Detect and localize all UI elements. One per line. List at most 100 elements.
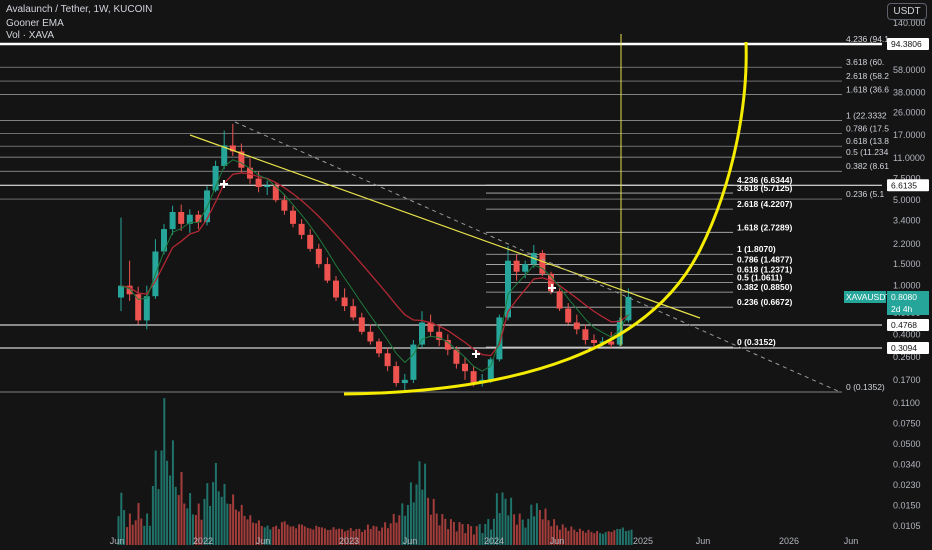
volume-bar bbox=[332, 527, 335, 545]
candles bbox=[118, 123, 632, 393]
volume-bar bbox=[183, 503, 186, 545]
symbol-tag bbox=[844, 290, 886, 303]
fib-large-label: 3.618 (60. bbox=[846, 57, 884, 67]
y-axis-label: 58.0000 bbox=[893, 65, 926, 75]
volume-bar bbox=[467, 524, 470, 545]
volume-bar bbox=[169, 475, 172, 545]
candle-body bbox=[281, 200, 288, 211]
volume-bar bbox=[461, 524, 464, 545]
volume-bar bbox=[498, 513, 501, 545]
fib-large-label: 0.786 (17.5 bbox=[846, 124, 889, 134]
fib-large-label: 4.236 (94.1 bbox=[846, 34, 889, 44]
volume-bar bbox=[576, 532, 579, 545]
ema-lines bbox=[120, 159, 629, 372]
fib-large-label: 2.618 (58.2 bbox=[846, 71, 889, 81]
volume-bar bbox=[578, 528, 581, 545]
volume-bar bbox=[581, 530, 584, 545]
volume-bar bbox=[154, 450, 157, 545]
volume-bar bbox=[249, 515, 252, 545]
candle-body bbox=[178, 211, 185, 224]
indicator-ema-label[interactable]: Gooner EMA bbox=[6, 18, 64, 29]
fib-large-label: 1.618 (36.6 bbox=[846, 84, 889, 94]
fibonacci-levels: 4.236 (94.1 3.618 (60. 2.618 (58.2 1.618 (3… bbox=[0, 34, 889, 393]
volume-bar bbox=[418, 461, 421, 545]
volume-bar bbox=[621, 527, 624, 545]
candle-body bbox=[333, 280, 339, 298]
fib-small-label: 0 (0.3152) bbox=[737, 337, 776, 347]
volume-bar bbox=[289, 526, 292, 545]
volume-bar bbox=[189, 492, 192, 545]
y-axis-label: 26.0000 bbox=[893, 108, 926, 118]
candle-body bbox=[350, 306, 357, 318]
volume-bar bbox=[573, 529, 576, 545]
volume-bar bbox=[470, 526, 473, 545]
volume-bar bbox=[263, 527, 266, 545]
volume-bar bbox=[163, 398, 166, 545]
x-axis-label: Jun bbox=[403, 536, 418, 546]
volume-bar bbox=[495, 493, 498, 545]
candle-body bbox=[401, 379, 408, 384]
volume-bar bbox=[472, 534, 475, 545]
volume-bar bbox=[510, 497, 513, 545]
volume-bar bbox=[323, 528, 326, 545]
candle-body bbox=[505, 260, 511, 318]
y-axis-label: 0.1100 bbox=[893, 398, 920, 408]
x-axis-label: Jun bbox=[844, 536, 859, 546]
x-axis-label: 2025 bbox=[633, 536, 653, 546]
volume-bar bbox=[613, 530, 616, 545]
y-axis[interactable]: 140.000 58.0000 38.0000 26.0000 17.0000 11.00… bbox=[893, 18, 926, 531]
volume-bar bbox=[441, 514, 444, 545]
drawing-lines bbox=[0, 42, 882, 349]
volume-bar bbox=[590, 531, 593, 545]
volume-bar bbox=[398, 515, 401, 545]
volume-bar bbox=[177, 495, 180, 545]
currency-button[interactable]: USDT bbox=[887, 3, 927, 20]
volume-bar bbox=[166, 460, 169, 545]
volume-bar bbox=[277, 529, 280, 545]
y-axis-label: 7.5000 bbox=[893, 174, 921, 184]
candle-body bbox=[195, 214, 202, 223]
volume-bar bbox=[386, 528, 389, 545]
volume-bar bbox=[194, 514, 197, 545]
candle-body bbox=[513, 260, 520, 272]
volume-bar bbox=[217, 491, 220, 545]
x-axis-label: Jun bbox=[696, 536, 711, 546]
volume-bar bbox=[137, 503, 140, 545]
indicator-volume-label[interactable]: Vol · XAVA bbox=[6, 30, 54, 41]
fib-small-label: 2.618 (4.2207) bbox=[737, 199, 792, 209]
volume-bar bbox=[143, 525, 146, 545]
candle-body bbox=[169, 211, 176, 230]
volume-bar bbox=[406, 504, 409, 545]
volume-bar bbox=[126, 527, 129, 545]
price-tag bbox=[887, 319, 929, 332]
volume-bar bbox=[134, 520, 137, 545]
volume-bar bbox=[624, 530, 627, 545]
volume-bar bbox=[229, 503, 232, 545]
volume-bar bbox=[174, 486, 177, 545]
volume-bar bbox=[160, 450, 163, 545]
volume-bar bbox=[320, 527, 323, 545]
chart-title: Avalaunch / Tether, 1W, KUCOIN bbox=[6, 4, 153, 15]
y-axis-label: 140.000 bbox=[893, 18, 926, 28]
volume-bar bbox=[524, 527, 527, 545]
volume-bar bbox=[447, 529, 450, 545]
price-tag-label: 6.6135 bbox=[891, 180, 917, 190]
volume-bar bbox=[363, 529, 366, 545]
volume-bar bbox=[272, 527, 275, 545]
volume-bar bbox=[596, 530, 599, 545]
candle-body bbox=[470, 371, 477, 384]
volume-bar bbox=[627, 530, 630, 545]
crosshair-marker bbox=[220, 180, 228, 188]
volume-bar bbox=[378, 530, 381, 545]
candle-body bbox=[118, 285, 124, 298]
volume-bar bbox=[120, 492, 123, 545]
volume-bar bbox=[191, 514, 194, 545]
volume-bar bbox=[432, 498, 435, 545]
volume-bar bbox=[412, 502, 415, 545]
candle-body bbox=[419, 322, 425, 345]
volume-bar bbox=[128, 513, 131, 545]
volume-bar bbox=[341, 529, 344, 545]
candle-body bbox=[573, 322, 580, 330]
candle-body bbox=[539, 252, 546, 274]
